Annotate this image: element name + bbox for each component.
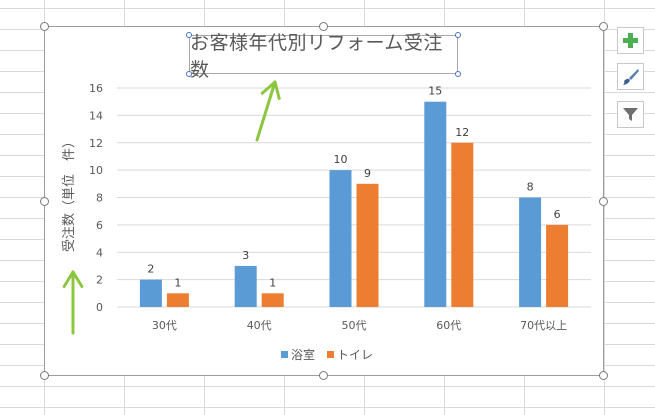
y-tick-label: 8 <box>96 192 103 205</box>
resize-handle-top[interactable] <box>319 22 328 31</box>
bar-トイレ-60代[interactable] <box>451 142 474 307</box>
data-label: 1 <box>269 276 276 289</box>
resize-handle-bottom-left[interactable] <box>40 371 49 380</box>
chart-filters-button[interactable] <box>617 101 644 128</box>
legend-label: トイレ <box>337 348 373 362</box>
data-label: 12 <box>455 126 469 139</box>
bar-トイレ-30代[interactable] <box>166 293 189 307</box>
y-tick-label: 12 <box>89 137 103 150</box>
data-label: 15 <box>428 85 442 98</box>
resize-handle-bottom[interactable] <box>319 371 328 380</box>
annotation-arrows <box>62 80 281 335</box>
chart-elements-button[interactable] <box>617 27 644 54</box>
y-tick-label: 2 <box>96 274 103 287</box>
data-label: 3 <box>242 249 249 262</box>
bar-浴室-50代[interactable] <box>329 170 352 307</box>
brush-icon <box>623 69 639 85</box>
chart-title-text: お客様年代別リフォーム受注数 <box>190 31 443 81</box>
chart-title[interactable]: お客様年代別リフォーム受注数 <box>189 32 458 81</box>
y-axis-title[interactable]: 受注数（単位 件） <box>62 134 77 252</box>
title-handle-bottom-right[interactable] <box>455 71 461 77</box>
arrow-up-icon <box>255 80 281 142</box>
y-tick-label: 6 <box>96 219 103 232</box>
title-handle-top-left[interactable] <box>186 32 192 38</box>
chart-styles-button[interactable] <box>617 63 644 90</box>
bar-浴室-60代[interactable] <box>424 101 447 307</box>
data-label: 2 <box>147 263 154 276</box>
bar-トイレ-50代[interactable] <box>356 183 379 307</box>
bar-浴室-40代[interactable] <box>234 265 257 307</box>
chart-area[interactable] <box>44 26 604 376</box>
x-category-label: 60代 <box>436 319 461 332</box>
data-label: 8 <box>527 181 534 194</box>
legend[interactable]: 浴室 トイレ <box>281 347 373 362</box>
data-label: 6 <box>554 208 561 221</box>
data-label: 9 <box>364 167 371 180</box>
title-handle-bottom-left[interactable] <box>186 71 192 77</box>
y-tick-label: 14 <box>89 109 103 122</box>
legend-swatch <box>327 351 334 358</box>
gridlines <box>117 87 591 308</box>
x-category-label: 70代以上 <box>520 319 567 332</box>
bar-トイレ-40代[interactable] <box>261 293 284 307</box>
bar-浴室-70代以上[interactable] <box>519 197 542 308</box>
y-tick-label: 16 <box>89 82 103 95</box>
legend-swatch <box>281 351 288 358</box>
x-category-label: 40代 <box>247 319 272 332</box>
legend-label: 浴室 <box>291 347 315 362</box>
filter-icon <box>623 108 638 121</box>
resize-handle-top-left[interactable] <box>40 22 49 31</box>
y-tick-label: 10 <box>89 164 103 177</box>
bar-浴室-30代[interactable] <box>139 279 162 307</box>
labels: 0 2 4 6 8 10 12 14 16 2 1 30代 3 1 40代 10 9 50代 15 12 60代 8 6 70… <box>89 82 567 332</box>
resize-handle-left[interactable] <box>40 197 49 206</box>
title-handle-top-right[interactable] <box>455 32 461 38</box>
y-tick-label: 4 <box>96 246 103 259</box>
arrow-up-icon <box>62 270 84 335</box>
x-category-label: 30代 <box>152 319 177 332</box>
bars <box>139 101 569 308</box>
data-label: 10 <box>334 153 348 166</box>
bar-トイレ-70代以上[interactable] <box>546 224 569 307</box>
resize-handle-right[interactable] <box>599 197 608 206</box>
x-category-label: 50代 <box>342 319 367 332</box>
data-label: 1 <box>174 276 181 289</box>
resize-handle-top-right[interactable] <box>599 22 608 31</box>
y-tick-label: 0 <box>96 301 103 314</box>
resize-handle-bottom-right[interactable] <box>599 371 608 380</box>
plus-icon <box>623 33 638 48</box>
